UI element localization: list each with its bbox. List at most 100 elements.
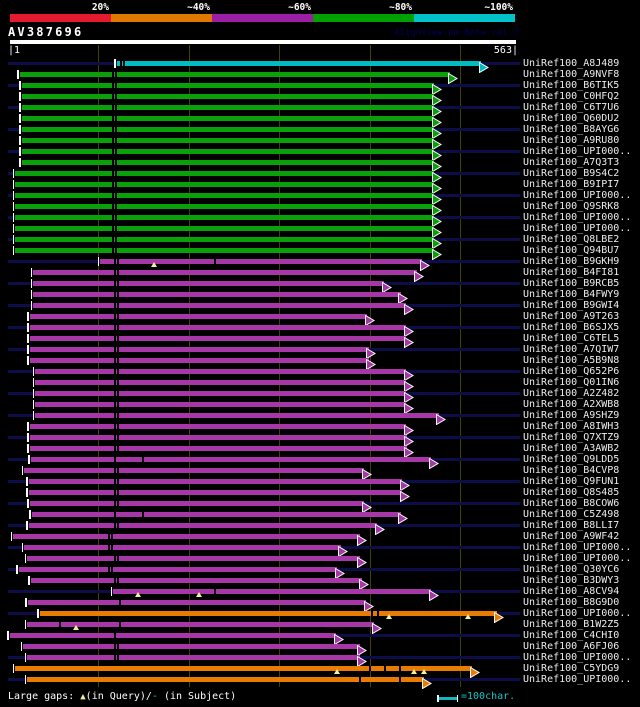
hit-label[interactable]: UniRef100_A5B9N8 <box>523 355 620 366</box>
alignment-bar[interactable] <box>33 270 417 275</box>
alignment-bar[interactable] <box>15 226 435 231</box>
alignment-bar[interactable] <box>24 545 341 550</box>
alignment-bar[interactable] <box>15 248 435 253</box>
alignment-bar[interactable] <box>27 677 425 682</box>
alignment-bar[interactable] <box>29 446 407 451</box>
hit-label[interactable]: UniRef100_A8J489 <box>523 58 620 69</box>
hit-label[interactable]: UniRef100_UPI000.. <box>523 652 632 663</box>
hit-label[interactable]: UniRef100_UPI000.. <box>523 542 632 553</box>
hit-label[interactable]: UniRef100_B9GKH9 <box>523 256 620 267</box>
alignment-bar[interactable] <box>35 413 439 418</box>
alignment-bar[interactable] <box>28 479 403 484</box>
hit-label[interactable]: UniRef100_Q8S485 <box>523 487 620 498</box>
alignment-bar[interactable] <box>35 380 406 385</box>
hit-label[interactable]: UniRef100_A9SHZ9 <box>523 410 620 421</box>
alignment-bar[interactable] <box>33 303 406 308</box>
alignment-bar[interactable] <box>21 94 435 99</box>
hit-label[interactable]: UniRef100_A2XWB8 <box>523 399 620 410</box>
hit-label[interactable]: UniRef100_UPI000.. <box>523 212 632 223</box>
alignment-bar[interactable] <box>21 138 435 143</box>
hit-label[interactable]: UniRef100_B1W2Z5 <box>523 619 620 630</box>
alignment-bar[interactable] <box>21 149 435 154</box>
alignment-bar[interactable] <box>15 193 435 198</box>
hit-label[interactable]: UniRef100_UPI000.. <box>523 608 632 619</box>
alignment-bar[interactable] <box>30 457 432 462</box>
alignment-bar[interactable] <box>21 105 435 110</box>
hit-label[interactable]: UniRef100_UPI000.. <box>523 553 632 564</box>
alignment-bar[interactable] <box>27 556 360 561</box>
hit-label[interactable]: UniRef100_B4FWY9 <box>523 289 620 300</box>
alignment-bar[interactable] <box>35 402 406 407</box>
hit-label[interactable]: UniRef100_A9NVF8 <box>523 69 620 80</box>
alignment-bar[interactable] <box>21 127 435 132</box>
hit-label[interactable]: UniRef100_C5YDG9 <box>523 663 620 674</box>
hit-label[interactable]: UniRef100_Q30YC6 <box>523 564 620 575</box>
hit-label[interactable]: UniRef100_B8AYG6 <box>523 124 620 135</box>
alignment-bar[interactable] <box>30 578 362 583</box>
alignment-bar[interactable] <box>29 314 368 319</box>
hit-label[interactable]: UniRef100_A8IWH3 <box>523 421 620 432</box>
hit-label[interactable]: UniRef100_B6SJX5 <box>523 322 620 333</box>
alignment-bar[interactable] <box>21 116 435 121</box>
alignment-bar[interactable] <box>33 292 401 297</box>
hit-label[interactable]: UniRef100_A3AWB2 <box>523 443 620 454</box>
alignment-bar[interactable] <box>39 611 497 616</box>
alignment-bar[interactable] <box>23 644 360 649</box>
alignment-bar[interactable] <box>29 358 369 363</box>
hit-label[interactable]: UniRef100_A9RU80 <box>523 135 620 146</box>
hit-label[interactable]: UniRef100_Q60DU2 <box>523 113 620 124</box>
hit-label[interactable]: UniRef100_B3DWY3 <box>523 575 620 586</box>
hit-label[interactable]: UniRef100_B8LLI7 <box>523 520 620 531</box>
alignment-bar[interactable] <box>29 347 369 352</box>
alignment-bar[interactable] <box>29 325 406 330</box>
alignment-bar[interactable] <box>29 501 365 506</box>
alignment-bar[interactable] <box>21 83 435 88</box>
hit-label[interactable]: UniRef100_C4CHI0 <box>523 630 620 641</box>
alignment-bar[interactable] <box>29 435 407 440</box>
hit-label[interactable]: UniRef100_Q9SRK8 <box>523 201 620 212</box>
hit-label[interactable]: UniRef100_C5Z498 <box>523 509 620 520</box>
alignment-bar[interactable] <box>24 468 365 473</box>
hit-label[interactable]: UniRef100_Q94BU7 <box>523 245 620 256</box>
hit-label[interactable]: UniRef100_UPI000.. <box>523 190 632 201</box>
hit-label[interactable]: UniRef100_A8CV94 <box>523 586 620 597</box>
hit-label[interactable]: UniRef100_UPI000.. <box>523 223 632 234</box>
alignment-bar[interactable] <box>116 61 482 66</box>
hit-label[interactable]: UniRef100_C6T7U6 <box>523 102 620 113</box>
alignment-bar[interactable] <box>27 600 367 605</box>
alignment-bar[interactable] <box>28 490 403 495</box>
alignment-bar[interactable] <box>15 171 435 176</box>
hit-label[interactable]: UniRef100_B8COW6 <box>523 498 620 509</box>
alignment-bar[interactable] <box>29 424 406 429</box>
hit-label[interactable]: UniRef100_B6TIK5 <box>523 80 620 91</box>
hit-label[interactable]: UniRef100_B9S4C2 <box>523 168 620 179</box>
alignment-bar[interactable] <box>27 655 360 660</box>
hit-label[interactable]: UniRef100_Q8LBE2 <box>523 234 620 245</box>
alignment-bar[interactable] <box>21 160 435 165</box>
alignment-bar[interactable] <box>15 666 473 671</box>
hit-label[interactable]: UniRef100_UPI000.. <box>523 674 632 685</box>
hit-label[interactable]: UniRef100_UPI000.. <box>523 146 632 157</box>
hit-label[interactable]: UniRef100_C6TEL5 <box>523 333 620 344</box>
alignment-bar[interactable] <box>100 259 423 264</box>
hit-label[interactable]: UniRef100_B9GWI4 <box>523 300 620 311</box>
hit-label[interactable]: UniRef100_A2Z482 <box>523 388 620 399</box>
hit-label[interactable]: UniRef100_C0HFQ2 <box>523 91 620 102</box>
alignment-bar[interactable] <box>15 204 435 209</box>
alignment-bar[interactable] <box>18 567 338 572</box>
hit-label[interactable]: UniRef100_B9RCB5 <box>523 278 620 289</box>
hit-label[interactable]: UniRef100_Q9LDD5 <box>523 454 620 465</box>
hit-label[interactable]: UniRef100_A7Q3T3 <box>523 157 620 168</box>
hit-label[interactable]: UniRef100_A7QIW7 <box>523 344 620 355</box>
hit-label[interactable]: UniRef100_B4FI81 <box>523 267 620 278</box>
alignment-bar[interactable] <box>15 182 435 187</box>
hit-label[interactable]: UniRef100_A9T263 <box>523 311 620 322</box>
hit-label[interactable]: UniRef100_Q9FUN1 <box>523 476 620 487</box>
hit-label[interactable]: UniRef100_A9WF42 <box>523 531 620 542</box>
alignment-bar[interactable] <box>33 281 385 286</box>
hit-label[interactable]: UniRef100_Q652P6 <box>523 366 620 377</box>
alignment-bar[interactable] <box>28 523 378 528</box>
alignment-bar[interactable] <box>13 534 360 539</box>
hit-label[interactable]: UniRef100_Q7XTZ9 <box>523 432 620 443</box>
alignment-bar[interactable] <box>19 72 451 77</box>
